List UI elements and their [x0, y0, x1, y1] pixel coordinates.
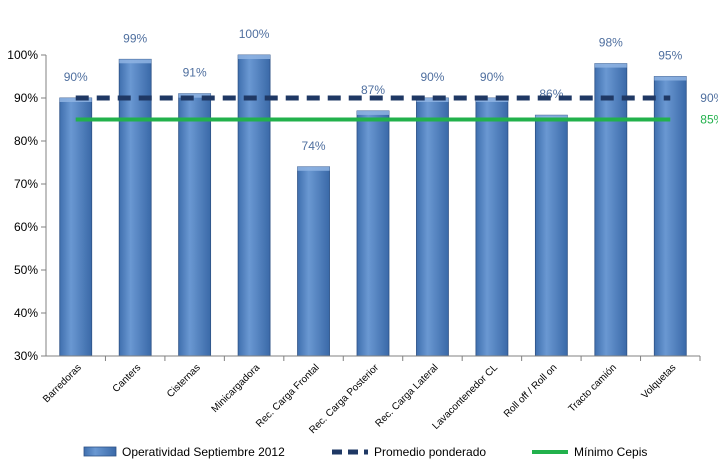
y-tick-label: 60%: [14, 220, 38, 234]
bar-labels: 90%99%91%100%74%87%90% 90%86%98%95%: [64, 27, 683, 153]
bar: [534, 114, 568, 357]
bar-top-highlight: [654, 76, 687, 81]
bar-top-highlight: [416, 98, 449, 102]
bar: [118, 58, 152, 357]
legend-swatch: [83, 446, 117, 457]
data-label: 95%: [658, 49, 682, 63]
legend-item: Operatividad Septiembre 2012: [83, 445, 285, 459]
x-tick-label: Cisternas: [165, 362, 203, 400]
bar-top-highlight: [238, 55, 271, 59]
x-tick-label: Tracto camión: [567, 362, 619, 414]
bar-top-highlight: [297, 166, 330, 171]
bar-top-highlight: [178, 93, 211, 98]
data-label: 87%: [361, 83, 385, 97]
legend-label: Mínimo Cepis: [574, 445, 647, 459]
x-tick-label: Barredoras: [41, 362, 84, 405]
data-label: 90%: [420, 70, 444, 84]
y-tick-label: 70%: [14, 177, 38, 191]
x-tick-label: Roll off / Roll on: [502, 362, 560, 420]
legend-item: Mínimo Cepis: [532, 445, 647, 459]
reference-lines: 90% 85%: [75, 91, 718, 127]
data-label: 74%: [302, 139, 326, 153]
bar: [356, 110, 390, 357]
y-tick-label: 100%: [7, 48, 38, 62]
data-label: 90%: [480, 70, 504, 84]
reference-line-label: 85%: [700, 113, 718, 127]
reference-line-label: 90%: [700, 91, 718, 105]
data-label: 98%: [599, 36, 623, 50]
x-tick-label: Rec. Carga Lateral: [373, 362, 440, 429]
data-label: 100%: [239, 27, 270, 41]
bar: [237, 54, 271, 357]
y-axis: 30% 40% 50% 60% 70% 80% 90% 100%: [7, 48, 47, 363]
y-tick-label: 40%: [14, 306, 38, 320]
legend-label: Promedio ponderado: [374, 445, 486, 459]
bar-top-highlight: [475, 98, 508, 102]
bar: [178, 93, 212, 357]
x-tick-label: Volquetas: [640, 362, 679, 401]
y-tick-label: 80%: [14, 134, 38, 148]
bar-top-highlight: [119, 59, 152, 64]
bar: [653, 76, 687, 357]
bar: [297, 166, 330, 357]
legend-item: Promedio ponderado: [332, 445, 486, 459]
bar-top-highlight: [535, 115, 568, 120]
bar: [475, 97, 509, 357]
bar-top-highlight: [357, 110, 389, 115]
bar: [59, 97, 93, 357]
bar: [594, 63, 628, 357]
x-tick-label: Lavacontenedor CL: [431, 362, 501, 432]
legend: Operatividad Septiembre 2012 Promedio pon…: [83, 445, 647, 459]
x-tick-label: Minicargadora: [210, 362, 263, 415]
y-tick-label: 90%: [14, 91, 38, 105]
x-tick-label: Canters: [111, 362, 144, 395]
data-label: 91%: [183, 66, 207, 80]
y-tick-label: 30%: [14, 349, 38, 363]
legend-label: Operatividad Septiembre 2012: [122, 445, 285, 459]
data-label: 99%: [123, 31, 147, 45]
bar-top-highlight: [594, 63, 627, 68]
bar: [416, 97, 449, 357]
x-axis: Barredoras Canters Cisternas MinicargadoraR…: [41, 355, 701, 436]
bars: [59, 54, 687, 357]
y-tick-label: 50%: [14, 263, 38, 277]
x-tick-label: Rec. Carga Frontal: [254, 362, 322, 430]
data-label: 90%: [64, 70, 88, 84]
